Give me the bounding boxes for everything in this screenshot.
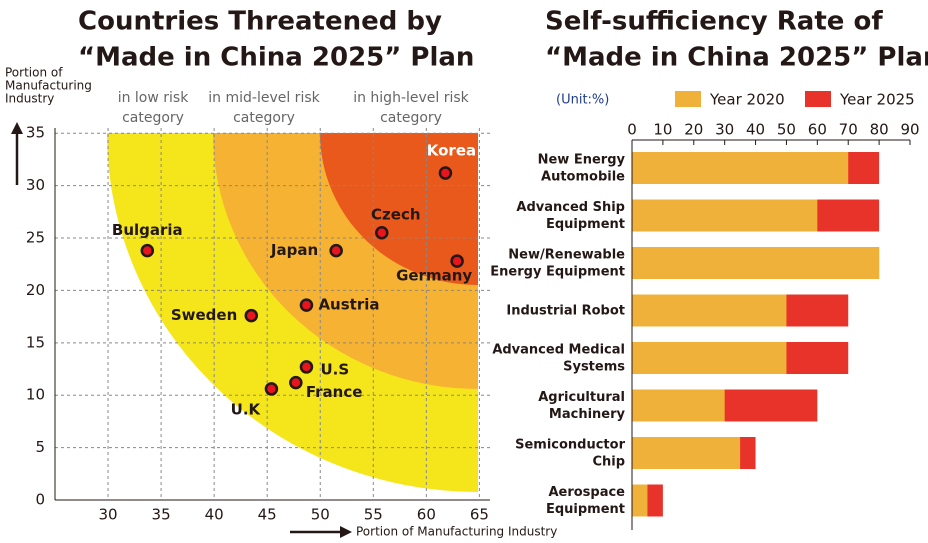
y-tick-label: 15 xyxy=(26,333,45,351)
x-tick-label: 30 xyxy=(99,506,118,524)
point-label: Japan xyxy=(270,241,318,259)
point xyxy=(299,360,314,374)
x-tick-label: 30 xyxy=(715,121,734,139)
legend-swatch xyxy=(675,91,701,107)
bar xyxy=(632,199,818,232)
x-tick-label: 60 xyxy=(417,506,436,524)
point xyxy=(264,382,279,396)
x-tick-label: 60 xyxy=(808,121,827,139)
point xyxy=(450,254,464,268)
x-tick-label: 35 xyxy=(152,506,171,524)
x-tick-label: 70 xyxy=(839,121,858,139)
point xyxy=(244,308,259,323)
category-label: Agricultural Machinery xyxy=(538,390,625,422)
point-label: U.K xyxy=(231,400,262,418)
bar xyxy=(632,152,849,184)
y-tick-label: 20 xyxy=(26,281,45,299)
x-tick-label: 40 xyxy=(205,506,224,524)
x-tick-label: 0 xyxy=(627,121,637,139)
category-label: Industrial Robot xyxy=(506,303,625,318)
point xyxy=(299,298,314,312)
y-arrow-head xyxy=(11,122,23,134)
y-tick-label: 25 xyxy=(26,229,45,247)
chart-title: “Made in China 2025” Plan xyxy=(545,43,928,73)
x-tick-label: 50 xyxy=(311,506,330,524)
x-axis-label: Portion of Manufacturing Industry xyxy=(356,525,557,539)
chart-title: Self-sufficiency Rate of xyxy=(545,7,883,37)
zone-label: category xyxy=(233,110,295,126)
x-tick-label: 20 xyxy=(684,121,703,139)
point-label: Austria xyxy=(318,296,379,314)
point-label: France xyxy=(306,383,363,401)
y-axis-label: Manufacturing xyxy=(5,79,92,93)
x-arrow-head xyxy=(340,526,352,538)
zone-label: in mid-level risk xyxy=(208,90,320,106)
x-tick-label: 55 xyxy=(364,506,383,524)
x-tick-label: 45 xyxy=(258,506,277,524)
category-label: Advanced Ship Equipment xyxy=(516,200,625,232)
y-tick-label: 10 xyxy=(26,386,45,404)
point-label: U.S xyxy=(320,360,349,378)
point-label: Czech xyxy=(371,205,420,223)
point xyxy=(438,166,453,180)
y-tick-label: 0 xyxy=(35,491,45,509)
x-tick-label: 40 xyxy=(746,121,765,139)
point xyxy=(289,375,303,390)
y-axis-label: Portion of xyxy=(5,66,63,80)
zone-label: category xyxy=(380,110,442,126)
x-tick-label: 50 xyxy=(777,121,796,139)
zone-label: in high-level risk xyxy=(353,90,469,106)
point-label: Korea xyxy=(427,142,476,160)
y-tick-label: 35 xyxy=(26,124,45,142)
point-label: Bulgaria xyxy=(112,221,183,239)
bar xyxy=(632,389,725,422)
category-label: New Energy Automobile xyxy=(538,152,626,184)
x-tick-label: 65 xyxy=(470,506,489,524)
bar xyxy=(632,294,787,327)
y-tick-label: 30 xyxy=(26,176,45,194)
category-label: Semiconductor Chip xyxy=(515,437,625,469)
x-tick-label: 90 xyxy=(900,121,919,139)
category-label: Aerospace Equipment xyxy=(546,485,625,517)
zone-label: in low risk xyxy=(118,90,190,106)
x-tick-label: 80 xyxy=(870,121,889,139)
point xyxy=(329,243,343,258)
x-tick-label: 10 xyxy=(653,121,672,139)
y-axis-label: Industry xyxy=(5,92,54,106)
legend-swatch xyxy=(805,91,831,107)
bar xyxy=(632,342,787,374)
zone-label: category xyxy=(122,110,184,126)
unit: (Unit:%) xyxy=(556,93,609,108)
risk-zones xyxy=(107,133,478,492)
y-tick-label: 5 xyxy=(35,438,45,456)
bar xyxy=(632,247,880,279)
point-label: Germany xyxy=(396,267,472,285)
category-label: Advanced Medical Systems xyxy=(492,342,625,374)
point-label: Sweden xyxy=(171,306,237,324)
legend-label: Year 2025 xyxy=(839,91,915,109)
chart-title: Countries Threatened by xyxy=(78,7,442,37)
point xyxy=(375,226,389,240)
high-risk-zone xyxy=(320,133,478,285)
point xyxy=(140,243,155,258)
legend-label: Year 2020 xyxy=(709,91,785,109)
bar xyxy=(632,484,648,517)
chart-title: “Made in China 2025” Plan xyxy=(78,43,474,73)
bar xyxy=(632,437,741,469)
category-label: New/Renewable Energy Equipment xyxy=(490,247,625,279)
